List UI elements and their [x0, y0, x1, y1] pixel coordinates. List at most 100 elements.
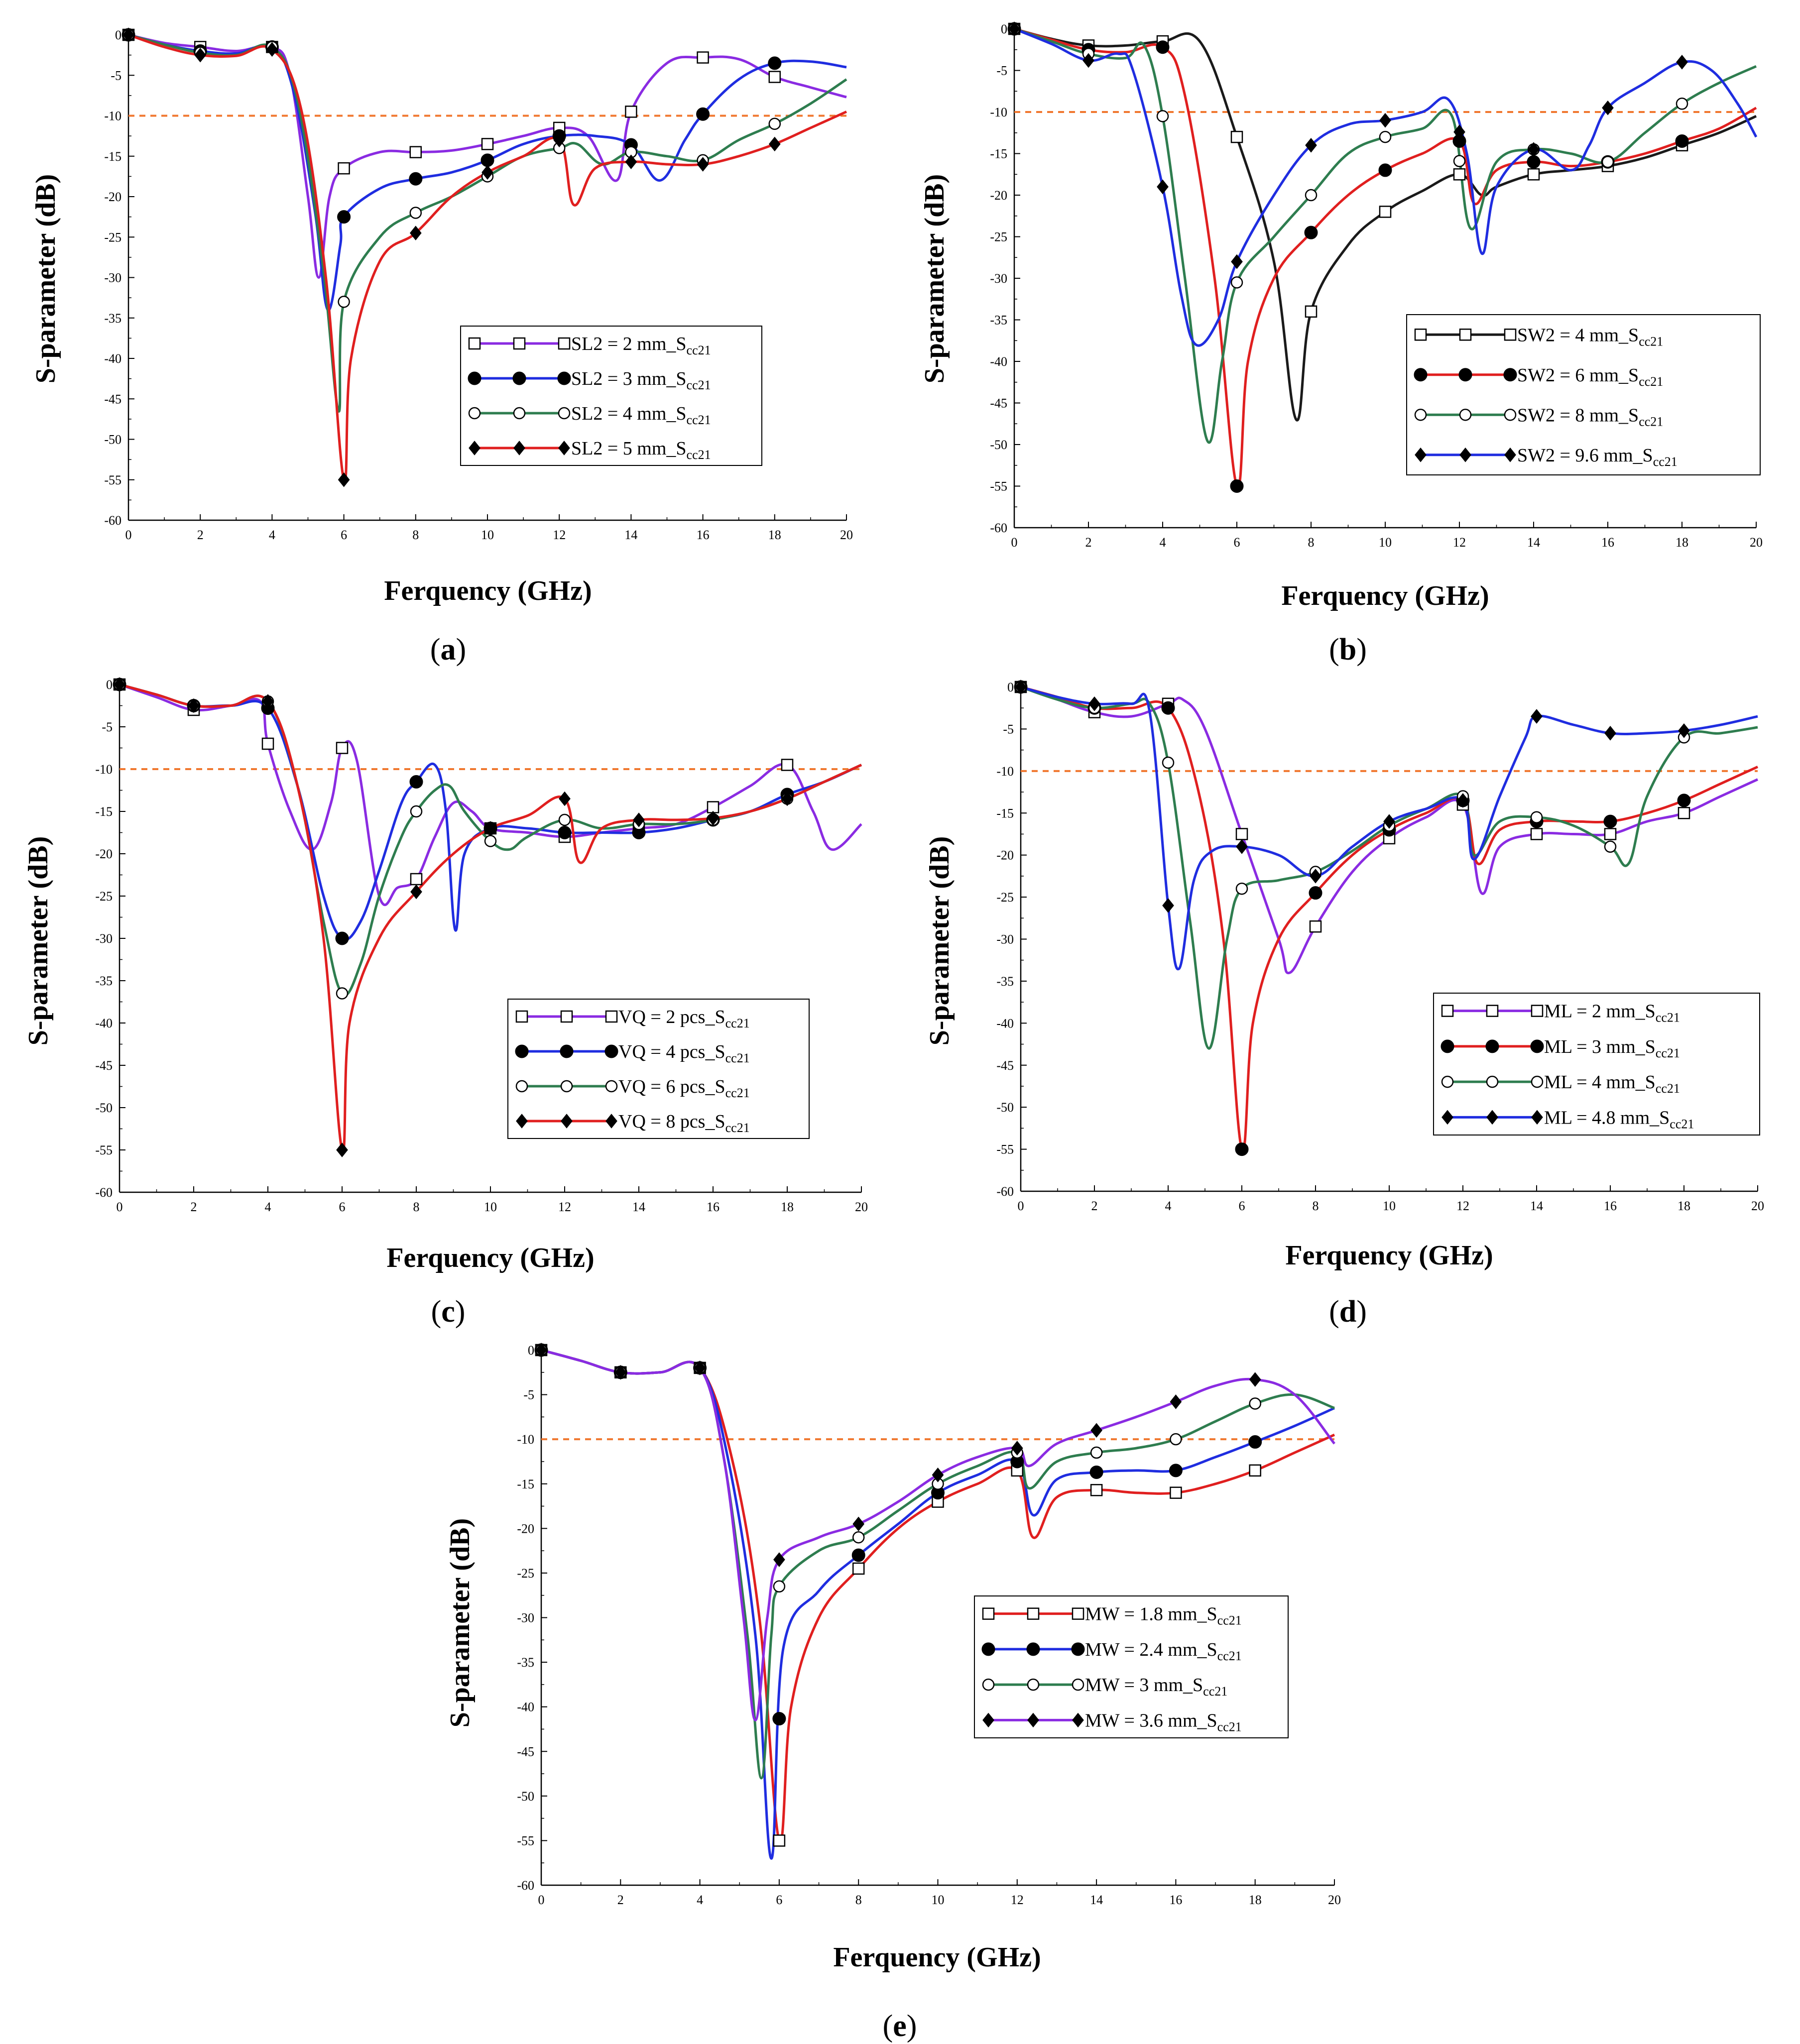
- data-point: [553, 132, 566, 148]
- data-point: [188, 698, 200, 713]
- y-tick-label: 0: [1007, 680, 1014, 694]
- data-point: [697, 157, 709, 172]
- y-tick-label: -5: [111, 68, 121, 83]
- x-tick-label: 18: [781, 1200, 794, 1214]
- data-point: [1603, 814, 1617, 828]
- data-point: [1604, 726, 1616, 741]
- y-tick-label: -20: [990, 188, 1007, 203]
- panel-label: (e): [883, 2009, 917, 2043]
- data-point: [1677, 794, 1691, 807]
- data-point: [773, 1834, 786, 1847]
- x-tick-label: 8: [855, 1893, 862, 1907]
- data-point: [625, 106, 637, 118]
- legend: ML = 2 mm_Scc21 ML = 3 mm_Scc21 ML = 4 mm_…: [1433, 993, 1760, 1136]
- data-point: [1528, 142, 1540, 157]
- y-tick-label: -25: [104, 230, 121, 244]
- y-tick-label: -15: [517, 1477, 534, 1491]
- data-point: [852, 1562, 865, 1575]
- series-line-4: [1014, 27, 1758, 347]
- data-point: [1157, 179, 1169, 195]
- legend-swatch-marker: [1486, 1110, 1498, 1125]
- data-point: [1453, 124, 1465, 139]
- y-tick-label: -20: [517, 1521, 534, 1536]
- data-point: [410, 884, 422, 900]
- legend-entry-4: ML = 4.8 mm_Scc21: [1544, 1107, 1694, 1131]
- data-point: [480, 153, 494, 167]
- y-tick-label: -25: [517, 1566, 534, 1581]
- legend-swatch-marker: [604, 1044, 618, 1058]
- y-tick-label: -50: [104, 433, 121, 447]
- y-tick-label: -15: [95, 804, 113, 819]
- x-tick-label: 2: [617, 1893, 624, 1907]
- data-point: [1249, 1397, 1261, 1410]
- legend-swatch-marker: [605, 1080, 618, 1093]
- data-point: [558, 826, 572, 839]
- x-tick-label: 10: [1379, 535, 1392, 550]
- y-tick-label: -60: [996, 1184, 1014, 1199]
- data-point: [1527, 168, 1540, 181]
- legend-swatch-marker: [605, 1010, 618, 1023]
- x-tick-label: 10: [481, 528, 494, 542]
- data-point: [1305, 137, 1317, 153]
- data-point: [409, 226, 422, 240]
- y-tick-label: -35: [517, 1655, 534, 1670]
- y-tick-label: -10: [996, 764, 1014, 779]
- y-tick-label: -60: [104, 513, 121, 528]
- data-point: [1008, 21, 1020, 36]
- y-tick-label: -35: [990, 313, 1007, 328]
- legend-swatch-marker: [469, 441, 480, 455]
- data-point: [697, 51, 709, 64]
- x-tick-label: 6: [776, 1893, 782, 1907]
- legend-entry-3: ML = 4 mm_Scc21: [1544, 1072, 1680, 1096]
- y-tick-label: -50: [517, 1789, 534, 1804]
- series-line-4: [1020, 685, 1758, 971]
- y-tick-label: -45: [104, 392, 121, 406]
- data-point: [1082, 53, 1094, 68]
- legend-swatch-marker: [1459, 409, 1472, 421]
- data-point: [1457, 793, 1469, 808]
- data-point: [484, 835, 497, 847]
- data-point: [768, 136, 781, 152]
- data-point: [1305, 305, 1318, 318]
- chart-c: 0 -5 -10 -15 -20 -25 -30 -35 -40 -45 -50 -55 -60 0 2 4 6…: [23, 677, 868, 1329]
- legend-swatch-marker: [1072, 1712, 1084, 1728]
- data-point: [1527, 155, 1541, 169]
- data-point: [1090, 1484, 1103, 1496]
- data-point: [633, 812, 645, 827]
- legend-swatch-marker: [558, 407, 571, 420]
- y-tick-label: -30: [95, 931, 113, 946]
- data-point: [558, 813, 571, 826]
- y-tick-label: -25: [996, 890, 1014, 905]
- y-tick-label: -10: [104, 109, 121, 123]
- data-point: [614, 1364, 627, 1380]
- data-point: [409, 207, 422, 219]
- data-point: [1231, 254, 1243, 269]
- x-tick-label: 14: [1530, 1199, 1543, 1213]
- data-point: [768, 117, 781, 130]
- legend-swatch-marker: [1414, 409, 1427, 421]
- legend-box: [974, 1595, 1289, 1738]
- data-point: [262, 694, 274, 709]
- x-tick-label: 20: [840, 528, 853, 542]
- data-point: [1249, 1464, 1261, 1477]
- data-point: [338, 162, 350, 175]
- y-tick-label: -10: [95, 762, 113, 777]
- legend-box: [507, 999, 810, 1139]
- series-markers-3: [122, 28, 781, 308]
- legend-swatch-marker: [468, 337, 481, 350]
- data-point: [625, 154, 637, 169]
- legend-entry-4: SL2 = 5 mm_Scc21: [571, 438, 711, 462]
- legend-entry-1: SW2 = 4 mm_Scc21: [1517, 325, 1663, 348]
- x-tick-label: 12: [1453, 535, 1466, 550]
- legend-swatch-marker: [1441, 1110, 1453, 1125]
- x-tick-label: 10: [1383, 1199, 1396, 1213]
- legend-swatch-marker: [1071, 1642, 1085, 1656]
- legend: SL2 = 2 mm_Scc21 SL2 = 3 mm_Scc21 SL2 = 4 …: [460, 326, 762, 466]
- y-tick-label: 0: [106, 678, 113, 692]
- data-point: [1236, 839, 1248, 854]
- y-tick-label: -40: [95, 1016, 113, 1030]
- data-point: [768, 56, 782, 70]
- data-point: [1248, 1435, 1262, 1449]
- legend-entry-2: SW2 = 6 mm_Scc21: [1517, 365, 1663, 389]
- y-tick-label: -45: [990, 396, 1007, 411]
